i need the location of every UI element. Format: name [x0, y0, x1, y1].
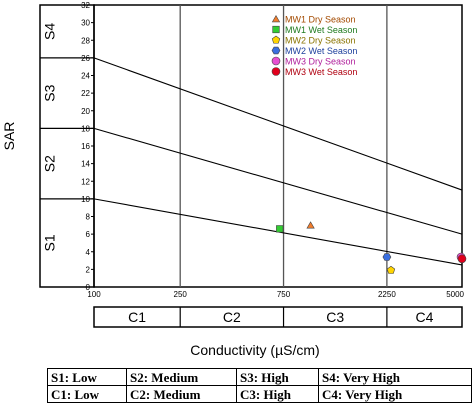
- y-tick-label: 18: [81, 124, 90, 133]
- y-tick-label: 26: [81, 54, 90, 63]
- salinity-class-label: C2: [223, 309, 241, 325]
- y-tick-label: 16: [81, 142, 90, 151]
- key-cell: S2: Medium: [126, 368, 237, 386]
- sodium-class-label: S1: [42, 234, 58, 251]
- sodium-boundary-line: [93, 127, 463, 235]
- key-row-sodium: S1: Low S2: Medium S3: High S4: Very Hig…: [47, 368, 472, 386]
- sodium-class-label: S4: [42, 23, 58, 40]
- x-axis-title: Conductivity (µS/cm): [190, 342, 319, 358]
- data-point: [276, 225, 284, 233]
- y-tick-label: 0: [86, 283, 91, 292]
- legend-label: MW1 Wet Season: [285, 25, 357, 35]
- x-tick-label: 250: [174, 290, 188, 299]
- salinity-class-label: C4: [415, 309, 433, 325]
- y-tick-label: 32: [81, 1, 90, 10]
- y-tick-label: 8: [86, 213, 91, 222]
- data-point: [457, 254, 467, 264]
- y-tick-label: 4: [86, 248, 91, 257]
- legend-marker: [271, 67, 281, 76]
- legend-label: MW2 Wet Season: [285, 46, 357, 56]
- data-point: [386, 265, 396, 274]
- y-tick-label: 24: [81, 72, 90, 81]
- key-cell: S1: Low: [47, 368, 127, 386]
- legend-label: MW3 Wet Season: [285, 67, 357, 77]
- y-tick-label: 30: [81, 19, 90, 28]
- legend-marker: [271, 35, 281, 44]
- salinity-class-label: C3: [326, 309, 344, 325]
- key-cell: S3: High: [236, 368, 319, 386]
- y-tick-label: 12: [81, 177, 90, 186]
- y-tick-label: 2: [86, 265, 91, 274]
- salinity-class-label: C1: [128, 309, 146, 325]
- legend-label: MW2 Dry Season: [285, 35, 356, 45]
- legend-marker: [271, 56, 281, 66]
- class-key-table: S1: Low S2: Medium S3: High S4: Very Hig…: [47, 368, 472, 403]
- salinity-class-box: [93, 306, 463, 328]
- y-tick-label: 22: [81, 89, 90, 98]
- legend-marker: [271, 46, 281, 55]
- y-axis-title: SAR: [1, 122, 17, 151]
- class-labels: S1 S2 S3 S4 C1 C2 C3 C4: [42, 23, 434, 325]
- boundary-lines: [93, 5, 463, 287]
- sodium-class-label: S3: [42, 84, 58, 101]
- legend-label: MW3 Dry Season: [285, 56, 356, 66]
- key-cell: C2: Medium: [126, 385, 237, 403]
- sodium-class-label: S2: [42, 155, 58, 172]
- key-cell: S4: Very High: [318, 368, 472, 386]
- data-point: [382, 253, 392, 261]
- sodium-boundary-line: [93, 57, 463, 191]
- x-tick-label: 5000: [446, 290, 464, 299]
- x-tick-label: 750: [277, 290, 291, 299]
- y-tick-label: 28: [81, 36, 90, 45]
- key-cell: C4: Very High: [318, 385, 472, 403]
- data-point: [306, 221, 315, 229]
- y-tick-label: 10: [81, 195, 90, 204]
- legend-label: MW1 Dry Season: [285, 14, 356, 24]
- key-row-salinity: C1: Low C2: Medium C3: High C4: Very Hig…: [47, 385, 472, 403]
- y-tick-label: 20: [81, 107, 90, 116]
- y-tick-label: 14: [81, 160, 90, 169]
- key-cell: C3: High: [236, 385, 319, 403]
- data-points: [276, 221, 467, 274]
- frames: [39, 4, 463, 328]
- legend-marker: [271, 15, 281, 23]
- x-tick-label: 2250: [378, 290, 396, 299]
- y-tick-label: 6: [86, 230, 91, 239]
- legend-marker: [272, 25, 280, 34]
- x-tick-label: 100: [87, 290, 101, 299]
- key-cell: C1: Low: [47, 385, 127, 403]
